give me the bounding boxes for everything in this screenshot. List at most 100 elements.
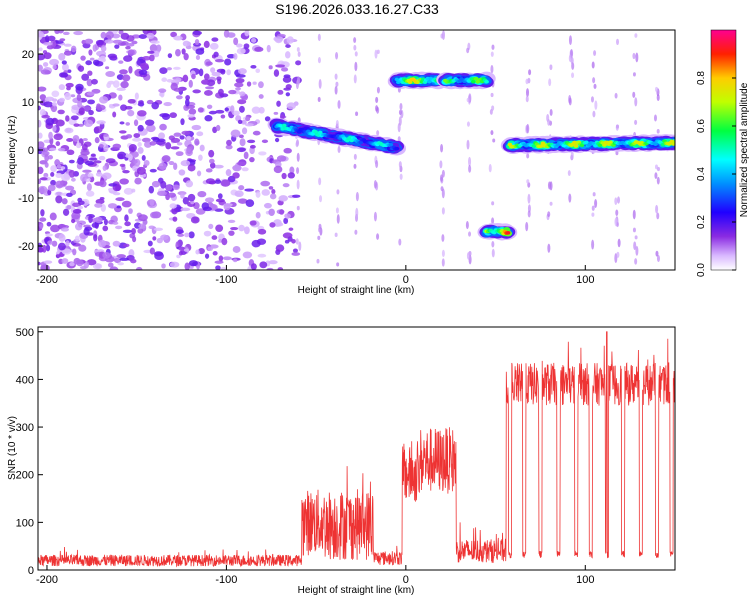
noise-speck <box>173 35 183 41</box>
noise-speck <box>92 263 103 270</box>
noise-speck <box>167 192 176 198</box>
streak-speck <box>491 241 495 248</box>
noise-speck <box>120 81 129 89</box>
noise-speck <box>87 99 95 105</box>
noise-speck <box>255 68 261 73</box>
noise-speck <box>123 187 134 195</box>
noise-speck <box>125 46 131 50</box>
noise-speck <box>213 164 224 169</box>
noise-speck <box>255 191 261 198</box>
noise-speck <box>137 124 144 132</box>
noise-speck <box>203 230 212 237</box>
snr-ytick-label: 0 <box>28 565 34 577</box>
noise-speck <box>48 131 53 140</box>
streak-speck <box>571 72 575 79</box>
noise-speck <box>89 57 95 61</box>
streak-speck <box>297 51 301 57</box>
noise-speck <box>273 36 284 42</box>
streak-speck <box>298 241 302 252</box>
noise-speck <box>99 55 106 60</box>
streak-speck <box>334 73 338 80</box>
streak-speck <box>526 123 530 134</box>
noise-speck <box>77 205 84 210</box>
spectrogram-xtick-label: 0 <box>403 274 409 286</box>
noise-speck <box>226 54 236 59</box>
noise-speck <box>226 32 236 38</box>
noise-speck <box>188 231 195 239</box>
noise-speck <box>54 30 60 35</box>
noise-speck <box>38 119 42 128</box>
noise-speck <box>47 189 52 196</box>
noise-speck <box>124 221 131 227</box>
noise-speck <box>285 44 291 48</box>
noise-speck <box>258 94 264 99</box>
noise-speck <box>282 232 293 239</box>
noise-speck <box>238 185 245 191</box>
snr-ytick-label: 100 <box>16 517 34 529</box>
streak-speck <box>337 100 341 109</box>
noise-speck <box>195 249 200 255</box>
noise-speck <box>92 59 100 66</box>
noise-speck <box>109 103 114 108</box>
noise-speck <box>91 78 98 85</box>
noise-speck <box>254 46 264 52</box>
noise-speck <box>249 220 257 226</box>
noise-speck <box>116 205 121 209</box>
track-cell <box>597 143 603 148</box>
noise-speck <box>87 173 94 178</box>
streak-speck <box>548 78 552 87</box>
streak-speck <box>528 69 532 76</box>
noise-speck <box>45 117 55 126</box>
track-cell <box>470 79 476 84</box>
noise-speck <box>93 160 102 164</box>
noise-speck <box>273 165 283 174</box>
noise-speck <box>257 228 267 235</box>
streak-speck <box>375 160 379 169</box>
noise-speck <box>168 161 175 166</box>
noise-speck <box>221 237 228 246</box>
noise-speck <box>105 158 116 164</box>
noise-speck <box>43 101 54 108</box>
noise-speck <box>151 101 160 110</box>
snr-xtick-label: 0 <box>403 574 409 586</box>
noise-speck <box>215 198 225 203</box>
noise-speck <box>209 162 216 169</box>
noise-speck <box>86 183 92 192</box>
streak-speck <box>614 92 618 99</box>
noise-speck <box>286 36 294 44</box>
noise-speck <box>93 126 103 134</box>
noise-speck <box>127 109 135 117</box>
noise-speck <box>79 265 87 270</box>
noise-speck <box>244 30 250 37</box>
streak-speck <box>466 252 470 260</box>
noise-speck <box>66 137 74 142</box>
noise-speck <box>103 218 108 226</box>
streak-speck <box>490 64 494 74</box>
noise-speck <box>65 82 74 88</box>
noise-speck <box>238 68 247 75</box>
noise-speck <box>246 81 252 87</box>
noise-speck <box>261 189 270 196</box>
colorbar-tick-label: 0.8 <box>696 71 707 85</box>
noise-speck <box>95 198 105 205</box>
noise-speck <box>269 222 276 228</box>
streak-speck <box>617 238 621 248</box>
streak-speck <box>491 201 495 206</box>
noise-speck <box>107 187 115 192</box>
noise-speck <box>213 51 219 58</box>
noise-speck <box>88 49 93 56</box>
streak-speck <box>440 33 444 39</box>
noise-speck <box>251 106 261 114</box>
noise-speck <box>94 137 100 144</box>
noise-speck <box>72 135 80 142</box>
noise-speck <box>86 91 95 96</box>
noise-speck <box>236 47 246 55</box>
noise-speck <box>244 226 250 235</box>
streak-speck <box>375 96 379 104</box>
noise-speck <box>233 53 238 60</box>
noise-speck <box>46 221 52 227</box>
noise-speck <box>70 45 77 53</box>
streak-speck <box>335 119 339 128</box>
streak-speck <box>465 221 469 230</box>
spectrogram-ylabel: Frequency (Hz) <box>7 116 18 185</box>
